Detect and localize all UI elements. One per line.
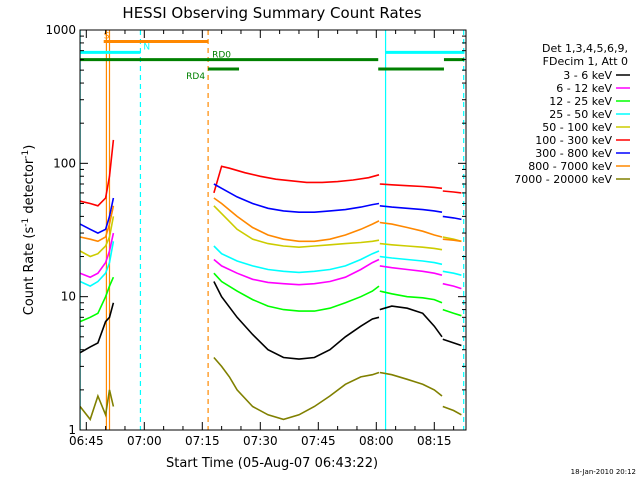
legend: Det 1,3,4,5,6,9, FDecim 1, Att 0 3 - 6 k… xyxy=(514,42,630,186)
series-4-segment-1 xyxy=(213,205,380,249)
y-label-base: Count Rate (s xyxy=(22,227,37,316)
state-label-n: N xyxy=(143,42,150,52)
x-axis-label: Start Time (05-Aug-07 06:43:22) xyxy=(166,456,378,471)
series-1-segment-0 xyxy=(79,232,115,279)
series-1-segment-3 xyxy=(442,282,462,290)
legend-label: 800 - 7000 keV xyxy=(528,160,612,173)
state-label-rd0: RD0 xyxy=(212,51,231,61)
y-tick-label: 10 xyxy=(61,290,76,304)
plot-area: S N RD0 RD4 xyxy=(79,30,465,430)
chart-title: HESSI Observing Summary Count Rates xyxy=(122,4,421,22)
legend-label: 7000 - 20000 keV xyxy=(514,173,612,186)
plot-frame xyxy=(79,29,467,431)
series-5-segment-3 xyxy=(442,190,462,194)
series-3-segment-2 xyxy=(379,255,443,266)
series-3-segment-1 xyxy=(213,245,380,274)
legend-label: 25 - 50 keV xyxy=(549,108,612,121)
y-label-end: ) xyxy=(22,145,37,150)
y-tick-label: 1 xyxy=(68,423,76,437)
series-0-segment-0 xyxy=(79,302,115,354)
series-8-segment-3 xyxy=(442,405,462,416)
x-tick-label: 08:15 xyxy=(417,434,452,448)
series-1-segment-1 xyxy=(213,258,380,286)
legend-label: 12 - 25 keV xyxy=(549,95,612,108)
series-3-segment-0 xyxy=(79,241,115,288)
legend-label: 100 - 300 keV xyxy=(535,134,612,147)
series-8-segment-2 xyxy=(379,371,443,397)
series-4-segment-0 xyxy=(79,216,115,258)
series-0-segment-1 xyxy=(213,281,380,360)
series-5-segment-0 xyxy=(79,139,115,207)
legend-header-line1: Det 1,3,4,5,6,9, xyxy=(542,42,628,55)
legend-label: 6 - 12 keV xyxy=(556,82,612,95)
series-6-segment-2 xyxy=(379,205,443,213)
series-6-segment-0 xyxy=(79,197,115,234)
legend-label: 3 - 6 keV xyxy=(563,69,612,82)
series-5-segment-1 xyxy=(213,165,380,194)
series-7-segment-1 xyxy=(213,197,380,243)
series-2-segment-3 xyxy=(442,308,462,317)
y-tick-label: 1000 xyxy=(45,23,76,37)
series-4-segment-2 xyxy=(379,242,443,251)
state-label-rd4: RD4 xyxy=(186,72,205,82)
series-8-segment-1 xyxy=(213,356,380,421)
y-label-exp1: -1 xyxy=(21,218,31,227)
x-tick-label: 06:45 xyxy=(69,434,104,448)
legend-label: 300 - 800 keV xyxy=(535,147,612,160)
series-2-segment-2 xyxy=(379,290,443,304)
x-tick-label: 07:45 xyxy=(301,434,336,448)
series-6-segment-1 xyxy=(213,183,380,213)
legend-label: 50 - 100 keV xyxy=(542,121,612,134)
series-1-segment-2 xyxy=(379,265,443,276)
series-2-segment-0 xyxy=(79,276,115,323)
series-0-segment-3 xyxy=(442,338,462,347)
series-5-segment-2 xyxy=(379,183,443,190)
x-tick-label: 07:15 xyxy=(185,434,220,448)
series-2-segment-1 xyxy=(213,272,380,312)
series-group xyxy=(79,139,462,422)
state-label-s: S xyxy=(104,31,110,41)
y-tick-label: 100 xyxy=(53,156,76,170)
y-label-exp2: -1 xyxy=(21,150,31,159)
series-0-segment-2 xyxy=(379,305,443,338)
x-tick-label: 07:30 xyxy=(243,434,278,448)
series-7-segment-3 xyxy=(442,238,462,243)
y-axis-label: Count Rate (s-1 detector-1) xyxy=(21,145,37,316)
axes-group: 06:45 07:00 07:15 07:30 07:45 08:00 08:15 1 10 10… xyxy=(45,23,466,448)
timestamp: 18-Jan-2010 20:12 xyxy=(571,468,636,476)
series-6-segment-3 xyxy=(442,215,462,221)
y-label-mid: detector xyxy=(22,158,37,218)
legend-header-line2: FDecim 1, Att 0 xyxy=(543,55,628,68)
x-tick-label: 08:00 xyxy=(359,434,394,448)
series-7-segment-2 xyxy=(379,221,443,238)
x-tick-label: 07:00 xyxy=(127,434,162,448)
series-7-segment-0 xyxy=(79,205,115,243)
series-8-segment-0 xyxy=(79,389,115,422)
series-3-segment-3 xyxy=(442,270,462,276)
